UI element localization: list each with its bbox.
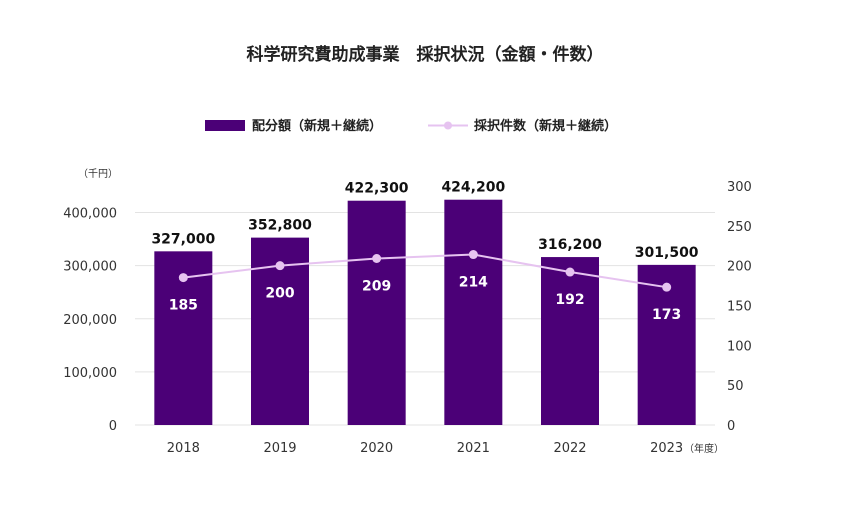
legend-line-marker (444, 121, 452, 130)
bar-value-label: 352,800 (248, 218, 312, 234)
left-axis-tick-label: 0 (109, 419, 117, 434)
x-axis-tick-label: 2018 (167, 441, 200, 456)
bar-value-label: 316,200 (538, 237, 602, 253)
point-value-label: 214 (459, 275, 488, 291)
legend: 配分額（新規＋継続） 採択件数（新規＋継続） (205, 118, 617, 134)
x-axis-tick-label: 2021 (457, 441, 490, 456)
right-axis-tick-label: 200 (727, 260, 752, 275)
x-axis-tick-label: 2019 (263, 441, 296, 456)
right-axis-tick-label: 250 (727, 220, 752, 235)
line-series (178, 250, 672, 292)
right-axis-tick-label: 50 (727, 379, 744, 394)
series-line (183, 253, 667, 289)
point-value-label: 173 (652, 307, 681, 323)
bar-value-label: 422,300 (345, 181, 409, 197)
x-axis-tick-label: 2022 (553, 441, 586, 456)
data-point (565, 267, 575, 277)
point-value-label: 200 (265, 286, 294, 302)
bar (541, 257, 599, 425)
bar-value-label: 424,200 (441, 180, 505, 196)
x-axis-tick-label: 2023 (650, 441, 683, 456)
gridlines (135, 212, 715, 426)
x-axis-tick-label: 2020 (360, 441, 393, 456)
bar (347, 200, 406, 425)
bar-value-labels: 327,000 352,800 422,300 424,200 316,200 301,5… (151, 180, 698, 261)
left-axis-ticks: 0 100,000 200,000 300,000 400,000 (63, 207, 117, 434)
data-point (468, 250, 478, 260)
bar-series (154, 199, 696, 425)
point-value-label: 209 (362, 278, 391, 294)
bar-value-label: 301,500 (635, 245, 699, 261)
legend-line-label: 採択件数（新規＋継続） (474, 118, 617, 134)
right-axis-tick-label: 300 (727, 180, 752, 195)
left-axis-tick-label: 200,000 (63, 313, 117, 328)
legend-bar-swatch (205, 120, 245, 131)
chart-title: 科学研究費助成事業 採択状況（金額・件数） (247, 44, 604, 65)
left-axis-tick-label: 300,000 (63, 260, 117, 275)
left-axis-tick-label: 100,000 (63, 366, 117, 381)
point-value-label: 192 (555, 292, 584, 308)
left-axis-unit: （千円） (78, 168, 118, 180)
legend-bar-label: 配分額（新規＋継続） (252, 118, 382, 134)
right-axis-tick-label: 0 (727, 419, 735, 434)
point-value-label: 185 (169, 298, 198, 314)
data-point (178, 273, 188, 283)
data-point (662, 282, 672, 292)
bar (444, 199, 503, 425)
right-axis-ticks: 0 50 100 150 200 250 300 (727, 180, 752, 434)
right-axis-tick-label: 100 (727, 339, 752, 354)
line-value-labels: 185 200 209 214 192 173 (169, 275, 682, 324)
left-axis-tick-label: 400,000 (63, 207, 117, 222)
bar-value-label: 327,000 (151, 231, 215, 247)
x-axis-unit: （年度） (684, 442, 724, 455)
data-point (372, 253, 382, 263)
data-point (275, 261, 285, 271)
right-axis-tick-label: 150 (727, 300, 752, 315)
x-axis-ticks: 2018 2019 2020 2021 2022 2023 (167, 441, 683, 456)
